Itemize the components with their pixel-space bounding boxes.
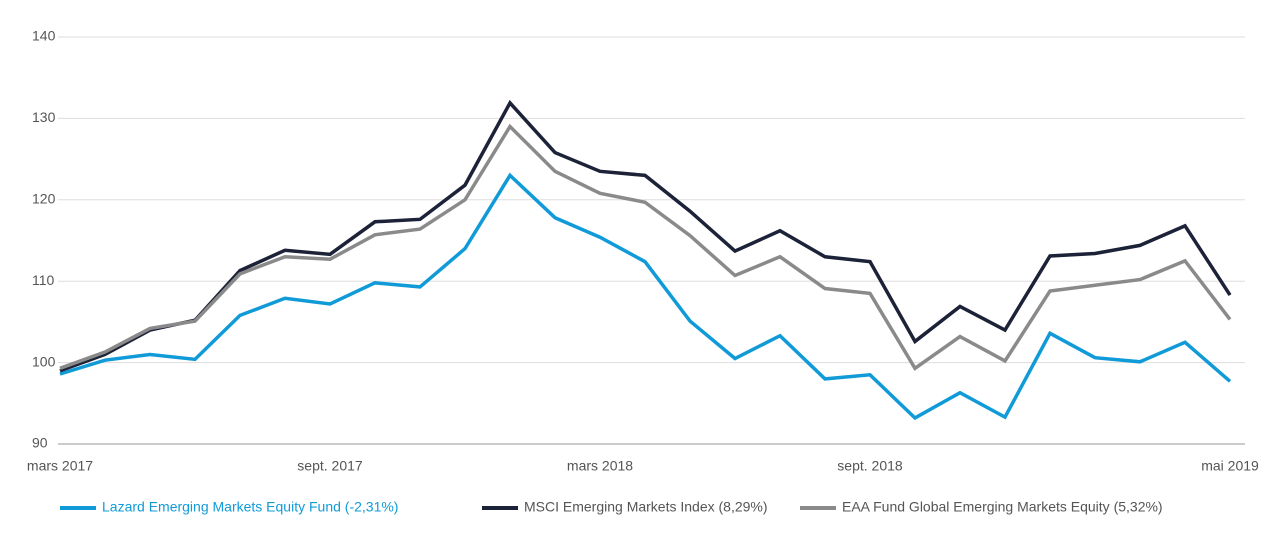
y-tick-label: 140	[32, 28, 56, 44]
x-tick-label: mai 2019	[1201, 458, 1259, 474]
legend-label: MSCI Emerging Markets Index (8,29%)	[524, 499, 768, 515]
series-line	[59, 99, 1232, 373]
y-tick-label: 100	[32, 353, 56, 369]
x-tick-label: mars 2017	[27, 458, 93, 474]
y-tick-label: 90	[32, 435, 48, 451]
legend-label: EAA Fund Global Emerging Markets Equity …	[842, 499, 1163, 515]
series-line	[59, 172, 1232, 421]
y-tick-label: 110	[32, 272, 55, 288]
y-tick-label: 130	[32, 109, 56, 125]
legend-label: Lazard Emerging Markets Equity Fund (-2,…	[102, 499, 398, 515]
series-line	[59, 123, 1232, 371]
x-tick-label: sept. 2017	[297, 458, 363, 474]
x-tick-label: mars 2018	[567, 458, 633, 474]
y-tick-label: 120	[32, 191, 56, 207]
x-tick-label: sept. 2018	[837, 458, 903, 474]
